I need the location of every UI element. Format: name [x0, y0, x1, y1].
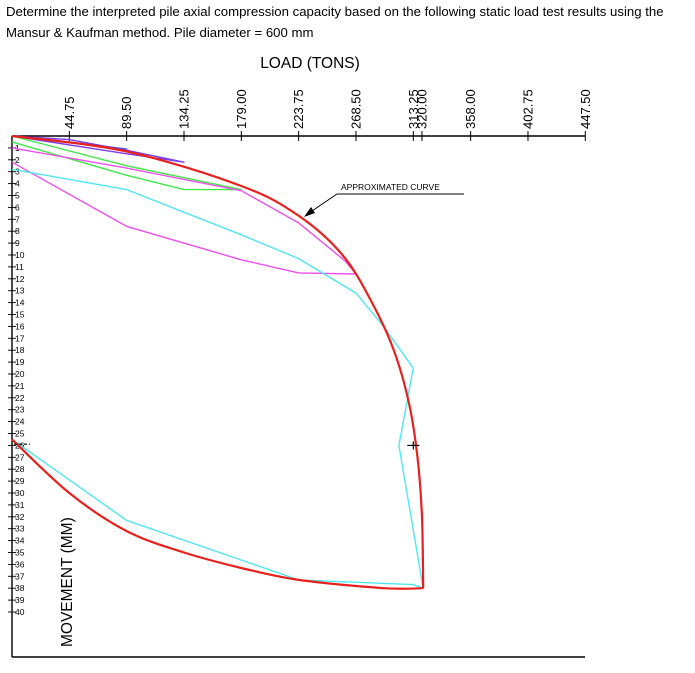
x-tick-label: 320.00: [414, 89, 429, 129]
y-tick-label: 27: [15, 452, 25, 462]
y-tick-label: 3: [15, 167, 20, 177]
series-line-cycle-3: [11, 135, 243, 191]
chart-title: LOAD (TONS): [260, 55, 360, 72]
question-line-1: Determine the interpreted pile axial com…: [6, 4, 664, 19]
y-tick-label: 34: [15, 536, 25, 546]
y-tick-label: 16: [15, 321, 25, 331]
data-series: [11, 134, 425, 590]
y-axis-ticks: 1234567891011121314151617181920212223242…: [8, 143, 25, 617]
y-tick-label: 4: [15, 179, 20, 189]
x-tick-label: 358.00: [463, 89, 478, 129]
y-tick-label: 22: [15, 393, 25, 403]
x-tick-label: 402.75: [520, 89, 535, 129]
approximated-curve-loading: [11, 134, 425, 589]
x-tick-label: 44.75: [62, 96, 77, 129]
series-line-cycle-2: [11, 135, 185, 163]
y-tick-label: 30: [15, 488, 25, 498]
x-tick-label: 447.50: [578, 89, 593, 129]
y-tick-label: 36: [15, 559, 25, 569]
y-tick-label: 19: [15, 357, 25, 367]
x-tick-label: 134.25: [176, 89, 191, 129]
approximated-curve-unloading: [11, 438, 424, 590]
annotation-group: APPROXIMATED CURVE: [304, 182, 464, 217]
question-text: Determine the interpreted pile axial com…: [6, 1, 694, 43]
y-tick-label: 8: [15, 226, 20, 236]
annotation-leader: [308, 193, 338, 214]
y-tick-label: 6: [15, 202, 20, 212]
y-tick-label: 31: [15, 500, 25, 510]
x-tick-label: 268.50: [348, 89, 363, 129]
y-tick-label: 12: [15, 274, 25, 284]
y-tick-label: 15: [15, 310, 25, 320]
y-tick-label: 32: [15, 512, 25, 522]
y-tick-label: 33: [15, 524, 25, 534]
x-tick-label: 313.25: [406, 89, 421, 129]
y-tick-label: 23: [15, 405, 25, 415]
y-tick-label: 25: [15, 429, 25, 439]
x-tick-label: 223.75: [291, 89, 306, 129]
y-tick-label: 1: [15, 143, 20, 153]
y-tick-label: 28: [15, 464, 25, 474]
y-tick-label: 20: [15, 369, 25, 379]
x-axis-ticks: 44.75 89.50 134.25 179.00 223.75 268.50 313.25…: [62, 89, 593, 141]
y-tick-label: 21: [15, 381, 25, 391]
y-tick-label: 9: [15, 238, 20, 248]
y-tick-label: 40: [15, 607, 25, 617]
y-tick-label: 14: [15, 298, 25, 308]
y-tick-label: 7: [15, 214, 20, 224]
annotation-label: APPROXIMATED CURVE: [341, 182, 440, 192]
x-tick-label: 179.00: [234, 89, 249, 129]
y-tick-label: 37: [15, 571, 25, 581]
question-line-2: Mansur & Kaufman method. Pile diameter =…: [6, 25, 314, 40]
x-tick-label: 89.50: [119, 96, 134, 129]
y-tick-label: 13: [15, 286, 25, 296]
annotation-arrowhead: [304, 207, 315, 217]
y-tick-label: 24: [15, 417, 25, 427]
y-tick-label: 5: [15, 191, 20, 201]
y-tick-label: 35: [15, 548, 25, 558]
y-tick-label: 29: [15, 476, 25, 486]
y-axis-label: MOVEMENT (MM): [59, 517, 76, 647]
y-tick-label: 18: [15, 345, 25, 355]
y-tick-label: 39: [15, 595, 25, 605]
y-tick-label: 10: [15, 250, 25, 260]
y-tick-label: 38: [15, 583, 25, 593]
y-tick-label: 2: [15, 155, 20, 165]
y-tick-label: 17: [15, 333, 25, 343]
y-tick-label: 11: [15, 262, 24, 272]
